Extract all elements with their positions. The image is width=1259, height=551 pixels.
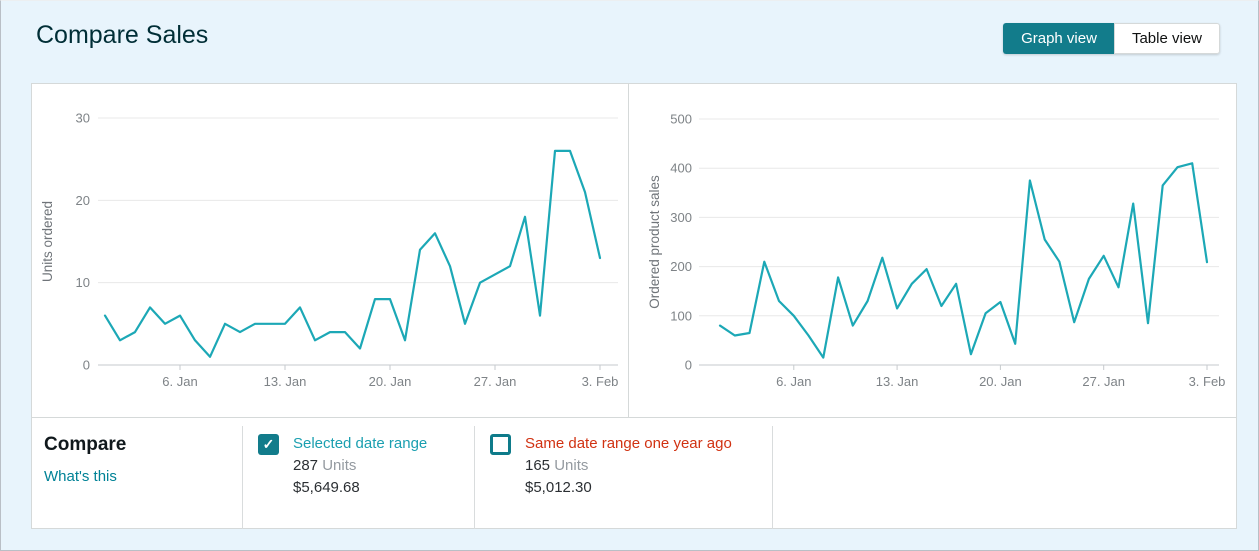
compare-section: Compare What's this ✓ Selected date rang… (32, 417, 1236, 529)
y-axis-title: Units ordered (40, 201, 55, 282)
selected-range-checkbox[interactable]: ✓ (258, 434, 279, 455)
units-word: Units (554, 457, 589, 474)
x-tick-label: 6. Jan (776, 374, 811, 389)
ordered-product-sales-chart-svg: 0 100 200 300 400 500 6. Jan 13. Jan 20. Jan 27. … (647, 112, 1226, 390)
x-tick-label: 27. Jan (474, 374, 517, 389)
y-tick-label: 10 (76, 275, 90, 290)
year-ago-label[interactable]: Same date range one year ago (525, 435, 732, 452)
y-tick-label: 0 (83, 358, 90, 373)
units-value: 287 (293, 457, 319, 474)
units-ordered-chart-svg: 0 10 20 30 6. Jan 13. Jan 20. Jan 27. Jan 3. Feb… (40, 111, 619, 390)
charts-row: 0 10 20 30 6. Jan 13. Jan 20. Jan 27. Jan 3. Feb… (32, 84, 1236, 417)
x-tick-label: 13. Jan (876, 374, 919, 389)
units-ordered-chart: 0 10 20 30 6. Jan 13. Jan 20. Jan 27. Jan 3. Feb… (32, 84, 628, 417)
y-tick-label: 30 (76, 111, 90, 126)
y-tick-label: 300 (670, 210, 692, 225)
page-title: Compare Sales (36, 21, 209, 49)
units-word: Units (322, 457, 357, 474)
year-ago-units: 165 Units (525, 455, 732, 477)
graph-view-button[interactable]: Graph view (1003, 23, 1114, 54)
compare-item-selected-range: ✓ Selected date range 287 Units $5,649.6… (242, 426, 474, 529)
year-ago-details: Same date range one year ago 165 Units $… (525, 433, 732, 529)
y-tick-label: 100 (670, 308, 692, 323)
y-tick-label: 0 (685, 358, 692, 373)
series-line (718, 162, 1209, 359)
view-toggle: Graph view Table view (1003, 23, 1220, 54)
year-ago-checkbox[interactable] (490, 434, 511, 455)
y-tick-label: 400 (670, 161, 692, 176)
x-tick-label: 3. Feb (1189, 374, 1226, 389)
y-tick-label: 500 (670, 112, 692, 127)
y-tick-label: 200 (670, 259, 692, 274)
selected-range-units: 287 Units (293, 455, 427, 477)
compare-heading: Compare (44, 434, 127, 455)
compare-item-year-ago: Same date range one year ago 165 Units $… (474, 426, 772, 529)
check-icon: ✓ (262, 436, 275, 452)
compare-divider (772, 426, 1236, 529)
ordered-product-sales-chart: 0 100 200 300 400 500 6. Jan 13. Jan 20. Jan 27. … (628, 84, 1236, 417)
selected-range-label[interactable]: Selected date range (293, 435, 428, 452)
x-tick-label: 20. Jan (979, 374, 1022, 389)
x-tick-label: 3. Feb (582, 374, 619, 389)
whats-this-link[interactable]: What's this (44, 468, 117, 485)
y-tick-label: 20 (76, 193, 90, 208)
series-line (103, 149, 602, 358)
x-tick-label: 27. Jan (1082, 374, 1125, 389)
sales-card: 0 10 20 30 6. Jan 13. Jan 20. Jan 27. Jan 3. Feb… (31, 83, 1237, 529)
selected-range-details: Selected date range 287 Units $5,649.68 (293, 433, 427, 529)
x-tick-label: 20. Jan (369, 374, 412, 389)
x-tick-label: 13. Jan (264, 374, 307, 389)
units-value: 165 (525, 457, 551, 474)
y-axis-title: Ordered product sales (647, 175, 662, 309)
year-ago-amount: $5,012.30 (525, 479, 592, 496)
table-view-button[interactable]: Table view (1113, 23, 1220, 54)
selected-range-amount: $5,649.68 (293, 479, 360, 496)
compare-header: Compare What's this (32, 418, 242, 529)
x-tick-label: 6. Jan (162, 374, 197, 389)
